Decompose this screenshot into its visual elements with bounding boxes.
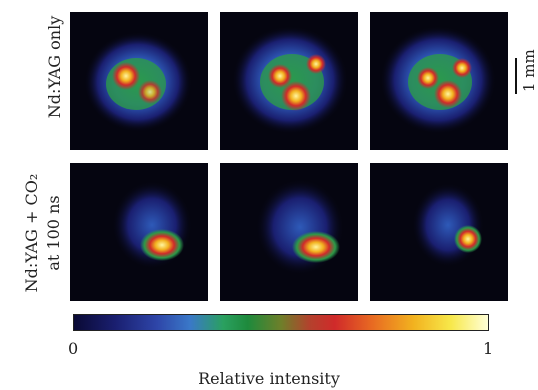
image-panel-bottom-3 (370, 163, 508, 301)
image-panel-bottom-2 (220, 163, 358, 301)
row-label-bottom-line1: Nd:YAG + CO₂ (22, 173, 41, 293)
row-label-top-text: Nd:YAG only (45, 15, 64, 119)
row-label-bottom-line2: at 100 ns (44, 195, 63, 271)
image-panel-top-2 (220, 12, 358, 150)
image-panel-top-3 (370, 12, 508, 150)
row-label-top: Nd:YAG only (44, 0, 68, 137)
scale-bar (515, 58, 517, 94)
image-panel-top-1 (70, 12, 208, 150)
colorbar (73, 314, 489, 331)
colorbar-min-label: 0 (68, 339, 79, 358)
image-panel-bottom-1 (70, 163, 208, 301)
scale-bar-label: 1 mm (520, 49, 538, 92)
colorbar-max-label: 1 (483, 339, 494, 358)
colorbar-title: Relative intensity (198, 369, 340, 388)
row-label-bottom: Nd:YAG + CO₂ at 100 ns (21, 143, 71, 323)
